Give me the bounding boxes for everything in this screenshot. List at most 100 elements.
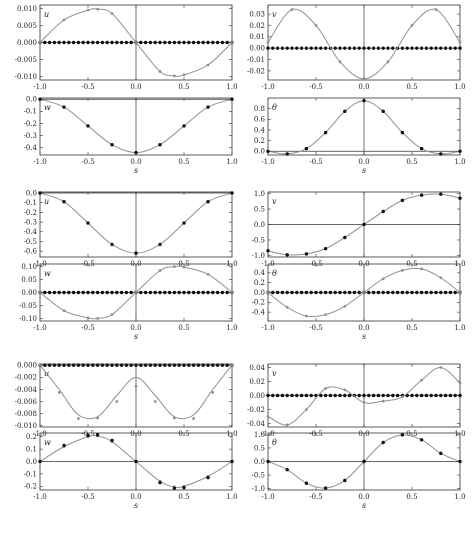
- data-point: [57, 40, 61, 45]
- data-point: [304, 146, 309, 151]
- data-point: [280, 290, 285, 295]
- y-axis-label: w: [44, 269, 51, 278]
- y-tick-label: -0.006: [15, 398, 38, 406]
- data-point: [57, 391, 61, 394]
- series-2: [266, 8, 462, 81]
- data-point: [76, 40, 81, 45]
- x-tick-label: -1.0: [33, 158, 47, 166]
- data-point: [439, 393, 443, 398]
- data-point: [285, 305, 289, 309]
- data-point: [371, 46, 376, 50]
- series-2: [266, 192, 462, 257]
- data-point: [338, 60, 342, 64]
- data-point: [275, 46, 280, 50]
- data-point: [458, 291, 462, 294]
- data-point: [172, 40, 177, 45]
- data-point: [86, 363, 90, 367]
- data-point: [67, 363, 71, 367]
- data-point: [381, 109, 385, 114]
- panel-6: 1.00.50.0-0.5-1.0-1.0 -0.5 0.0 0.5 1.0v: [252, 190, 466, 268]
- data-point: [343, 478, 347, 483]
- y-axis-label: v: [272, 369, 277, 378]
- y-tick-label: 0.2: [254, 137, 265, 145]
- data-point: [415, 290, 419, 295]
- data-point: [47, 290, 52, 295]
- data-point: [304, 393, 309, 398]
- data-point: [410, 393, 414, 398]
- data-point: [319, 46, 323, 50]
- data-point: [57, 363, 61, 367]
- data-point: [362, 291, 366, 294]
- y-tick-label: -1.0: [252, 252, 266, 260]
- data-point: [266, 459, 270, 464]
- data-point: [420, 378, 423, 382]
- y-tick-label: 0.03: [249, 10, 265, 18]
- data-point: [62, 309, 66, 313]
- x-tick-label: 0.0: [130, 83, 141, 91]
- data-point: [439, 46, 443, 50]
- data-point: [323, 130, 328, 135]
- x-axis-label: s: [134, 332, 138, 341]
- y-axis-label: v: [272, 197, 277, 206]
- y-tick-label: 0.02: [249, 22, 265, 30]
- data-point: [439, 152, 443, 156]
- data-point: [191, 40, 196, 45]
- data-point: [405, 46, 409, 50]
- data-point: [71, 363, 76, 367]
- y-tick-label: 0.0: [26, 96, 37, 104]
- panel-2: 0.03 0.02 0.01 0.00 -0.01 -0.02 -1.0 -0.5 0.0 0.5…: [247, 4, 466, 91]
- data-point: [439, 451, 443, 456]
- data-point: [158, 70, 162, 73]
- data-point: [285, 253, 289, 257]
- y-tick-label: 1.0: [254, 431, 265, 439]
- data-point: [196, 40, 201, 45]
- data-point: [391, 46, 395, 50]
- y-tick-label: -0.01: [247, 56, 265, 64]
- data-point: [124, 363, 129, 367]
- x-axis-label: s: [134, 166, 138, 175]
- y-tick-label: -0.3: [24, 218, 38, 226]
- y-axis-label: θ: [272, 103, 277, 112]
- x-tick-label: 1.0: [226, 83, 237, 91]
- data-point: [52, 363, 57, 367]
- data-point: [328, 393, 333, 398]
- y-tick-label: 0.1: [26, 446, 37, 454]
- series-2: [266, 267, 462, 318]
- data-point: [323, 486, 328, 490]
- x-tick-label: 0.0: [130, 493, 141, 501]
- data-point: [192, 417, 196, 420]
- data-point: [134, 459, 138, 464]
- data-point: [110, 12, 114, 15]
- x-tick-label: -0.5: [81, 324, 95, 332]
- data-point: [182, 290, 186, 295]
- data-point: [419, 146, 424, 151]
- data-point: [163, 290, 167, 295]
- data-point: [381, 399, 385, 403]
- x-tick-label: -1.0: [33, 324, 47, 332]
- data-point: [299, 290, 304, 295]
- x-tick-label: -1.0: [33, 83, 47, 91]
- data-point: [338, 290, 342, 295]
- data-point: [38, 363, 42, 367]
- series-2: [266, 98, 462, 156]
- data-point: [148, 40, 153, 45]
- series-2: [38, 433, 234, 490]
- data-point: [167, 290, 172, 295]
- data-point: [129, 290, 133, 295]
- series-1: [266, 290, 462, 295]
- data-point: [134, 41, 138, 44]
- data-point: [352, 393, 357, 398]
- y-axis-label: u: [44, 10, 49, 19]
- data-point: [57, 290, 61, 295]
- series-2: [266, 433, 462, 490]
- data-point: [434, 46, 438, 50]
- data-point: [91, 363, 95, 367]
- data-point: [319, 290, 323, 295]
- data-point: [172, 363, 177, 367]
- data-point: [458, 46, 462, 50]
- panel-11: 0.2 0.1 0.0 -0.1 -0.2 -1.0 -0.5 0.0 0.5 1.0 w s: [24, 432, 238, 510]
- data-point: [134, 251, 138, 255]
- y-tick-label: 0.05: [21, 276, 37, 284]
- data-point: [110, 290, 114, 295]
- y-tick-label: -0.10: [19, 315, 37, 323]
